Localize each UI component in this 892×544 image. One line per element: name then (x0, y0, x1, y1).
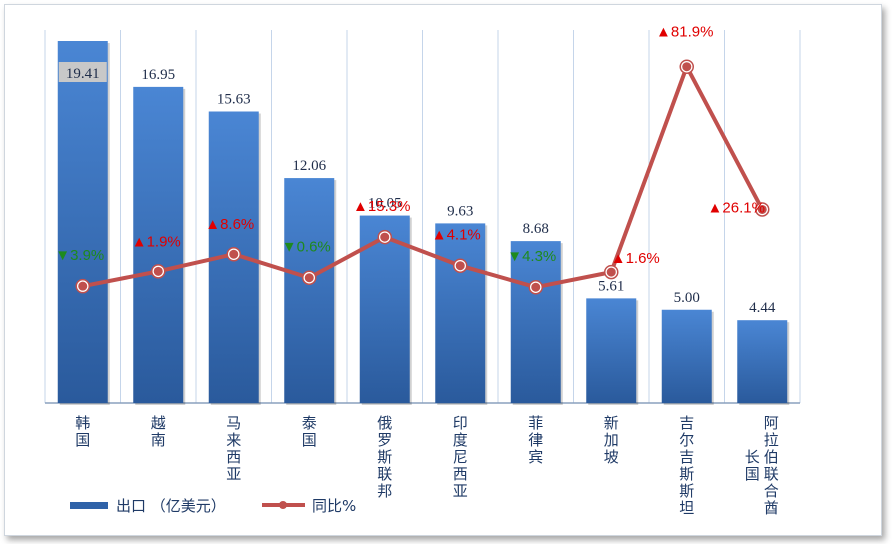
category-label: 拉 (764, 431, 779, 449)
bar (510, 241, 561, 403)
category-label: 越 (151, 414, 166, 432)
yoy-label: ▲1.9% (132, 233, 181, 250)
category-label: 度 (453, 431, 468, 449)
bar-value-label: 5.61 (598, 278, 624, 294)
category-label: 泰 (302, 414, 317, 432)
category-label: 印 (453, 414, 468, 432)
bar (57, 41, 108, 403)
up-triangle-icon: ▲ (353, 198, 368, 215)
category-label: 尼 (453, 448, 468, 466)
up-triangle-icon: ▲ (132, 233, 147, 250)
bar (586, 298, 637, 403)
category-label: 斯 (679, 465, 694, 483)
line-marker (606, 267, 616, 277)
down-triangle-icon: ▼ (55, 247, 70, 264)
category-label: 加 (604, 431, 619, 449)
line-marker (455, 261, 465, 271)
legend-bar-swatch (70, 502, 108, 509)
category-label: 合 (764, 482, 779, 500)
down-triangle-icon: ▼ (507, 248, 522, 265)
legend-line-label: 同比% (312, 497, 356, 515)
yoy-label: ▲4.1% (432, 227, 481, 244)
bar-value-label: 16.95 (141, 67, 175, 83)
category-label: 尔 (679, 431, 694, 449)
category-label: 俄 (377, 414, 392, 432)
bar (133, 86, 184, 403)
category-label: 斯 (679, 482, 694, 500)
category-label: 新 (604, 414, 619, 432)
category-label: 伯 (764, 448, 779, 466)
bar (661, 309, 712, 403)
yoy-line (82, 64, 765, 290)
category-label: 宾 (528, 448, 543, 466)
bar-value-label: 15.63 (217, 92, 251, 108)
yoy-label: ▲81.9% (656, 24, 713, 41)
up-triangle-icon: ▲ (708, 199, 723, 216)
category-label: 菲 (528, 414, 543, 432)
bar-value-label: 10.05 (368, 196, 402, 212)
category-label: 亚 (453, 482, 468, 500)
category-label: 罗 (377, 431, 392, 449)
category-label: 西 (226, 448, 241, 466)
down-triangle-icon: ▼ (282, 239, 297, 256)
category-label: 来 (226, 431, 241, 449)
yoy-label: ▲26.1% (708, 199, 765, 216)
bar-value-label: 9.63 (447, 203, 473, 219)
category-label: 斯 (377, 448, 392, 466)
category-label: 国 (75, 431, 90, 449)
category-label: 吉 (679, 448, 694, 466)
line-marker (153, 266, 163, 276)
bar-value-label: 19.41 (66, 66, 100, 82)
line-marker (229, 249, 239, 259)
line-marker (304, 273, 314, 283)
category-label: 韩 (75, 414, 90, 432)
category-label: 联 (377, 465, 392, 483)
yoy-label: ▼0.6% (282, 239, 331, 256)
yoy-label: ▲15.3% (353, 198, 410, 215)
category-label: 西 (453, 465, 468, 483)
bar-label-bg (58, 62, 107, 83)
line-marker (682, 62, 692, 72)
bar (737, 320, 788, 403)
category-label: 南 (151, 431, 166, 449)
yoy-label: ▲1.6% (611, 250, 660, 267)
category-label: 国 (745, 465, 760, 483)
up-triangle-icon: ▲ (611, 250, 626, 267)
line-marker (380, 232, 390, 242)
up-triangle-icon: ▲ (205, 216, 220, 233)
category-label: 马 (226, 414, 241, 432)
legend-bar-label: 出口 （亿美元） (116, 497, 226, 515)
bar-value-label: 4.44 (749, 300, 776, 316)
line-marker (757, 204, 767, 214)
category-label: 律 (528, 431, 543, 449)
bar-value-label: 5.00 (674, 290, 700, 306)
bar (435, 223, 486, 403)
up-triangle-icon: ▲ (656, 24, 671, 41)
bar-value-label: 8.68 (523, 221, 549, 237)
bar-value-label: 12.06 (292, 158, 326, 174)
bar (284, 178, 335, 403)
category-label: 邦 (377, 482, 392, 500)
category-label: 长 (745, 448, 760, 466)
legend-line-marker (279, 501, 287, 509)
category-label: 酋 (764, 499, 779, 517)
category-label: 国 (302, 431, 317, 449)
up-triangle-icon: ▲ (432, 227, 447, 244)
category-label: 阿 (764, 414, 779, 432)
line-marker (78, 281, 88, 291)
yoy-label: ▼4.3% (507, 248, 556, 265)
category-label: 亚 (226, 465, 241, 483)
category-label: 坦 (679, 499, 694, 517)
line-marker (531, 282, 541, 292)
category-label: 吉 (679, 414, 694, 432)
yoy-label: ▼3.9% (55, 247, 104, 264)
category-label: 坡 (604, 448, 619, 466)
category-label: 联 (764, 465, 779, 483)
yoy-label: ▲8.6% (205, 216, 254, 233)
